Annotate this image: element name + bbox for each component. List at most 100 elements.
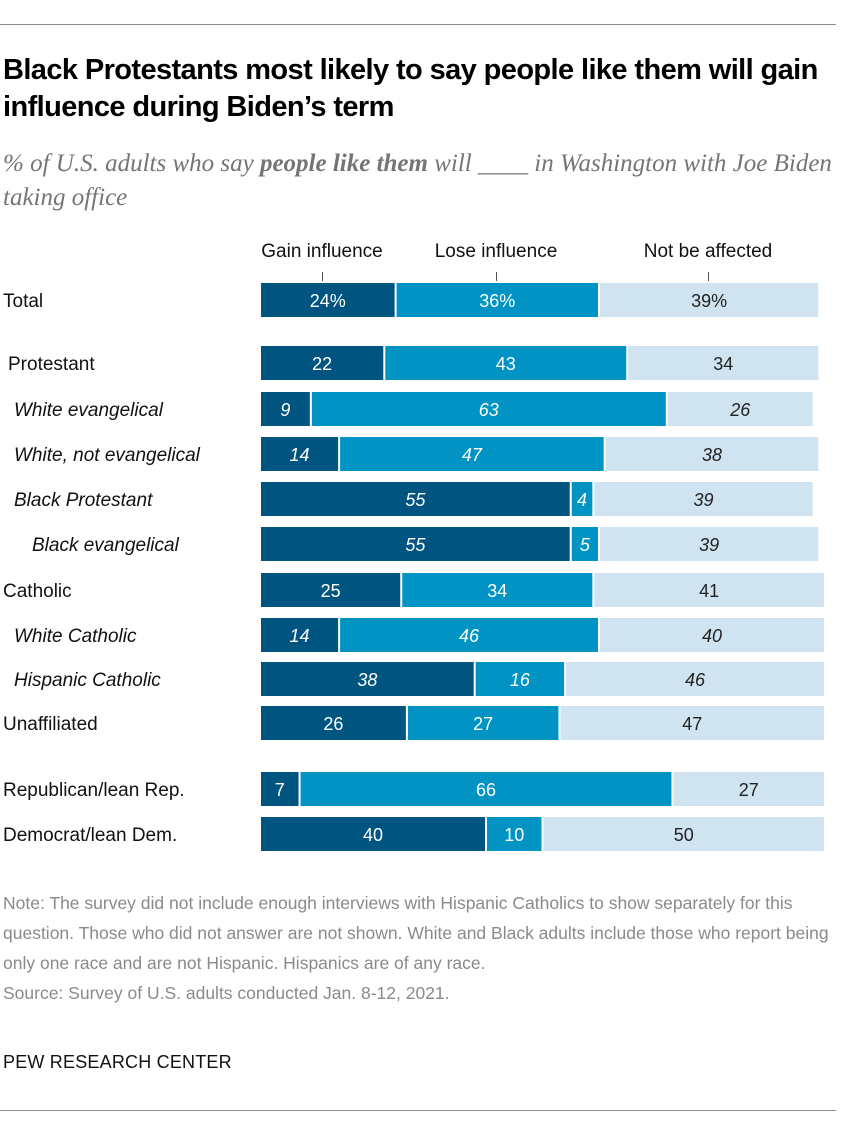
bar-segment-gain <box>261 392 310 426</box>
bar-row: Black Protestant 55 4 39 <box>14 482 813 516</box>
data-label-gain: 25 <box>321 581 341 601</box>
bar-segment-unaffected <box>566 662 824 696</box>
bar-row: Catholic 25 34 41 <box>3 573 824 607</box>
data-label-unaffected: 40 <box>702 626 722 646</box>
bar-row: White, not evangelical 14 47 38 <box>14 437 819 471</box>
data-label-lose: 16 <box>510 670 531 690</box>
legend-tick-unaffected <box>708 272 709 281</box>
bar-segment-lose <box>571 482 593 516</box>
data-label-gain: 26 <box>323 714 343 734</box>
bar-segment-gain <box>261 573 401 607</box>
legend-not-be-affected: Not be affected <box>643 241 773 262</box>
bar-row: Republican/lean Rep. 7 66 27 <box>3 772 824 806</box>
row-label: White evangelical <box>14 400 164 421</box>
subtitle-suffix: will ____ in Washington with Joe Biden t… <box>3 150 832 211</box>
data-label-unaffected: 41 <box>699 581 719 601</box>
top-rule <box>0 24 836 25</box>
row-label: Total <box>3 291 43 312</box>
row-label: Republican/lean Rep. <box>3 780 185 801</box>
bar-segment-lose <box>311 392 666 426</box>
row-label: Protestant <box>8 354 95 375</box>
bar-row: Democrat/lean Dem. 40 10 50 <box>3 817 824 851</box>
row-label: Catholic <box>3 581 72 602</box>
row-label: Unaffiliated <box>3 714 98 735</box>
row-label: Black Protestant <box>14 490 153 511</box>
data-label-lose: 66 <box>476 780 496 800</box>
bar-segment-gain <box>261 482 570 516</box>
footnotes: Note: The survey did not include enough … <box>3 888 839 1008</box>
chart-title: Black Protestants most likely to say peo… <box>3 54 818 123</box>
bar-segment-gain <box>261 283 395 317</box>
data-label-lose: 47 <box>462 445 483 465</box>
legend-tick-lose <box>496 272 497 281</box>
data-label-gain: 14 <box>290 626 310 646</box>
data-label-gain: 7 <box>275 780 285 800</box>
bar-segment-unaffected <box>628 346 819 380</box>
bar-segment-gain <box>261 706 406 740</box>
bar-segment-gain <box>261 772 299 806</box>
bar-segment-unaffected <box>673 772 824 806</box>
bar-segment-unaffected <box>600 283 819 317</box>
data-label-gain: 22 <box>312 354 332 374</box>
bar-row: Hispanic Catholic 38 16 46 <box>14 662 824 696</box>
data-label-unaffected: 46 <box>685 670 706 690</box>
brand-logo-text: PEW RESEARCH CENTER <box>3 1052 232 1072</box>
data-label-lose: 36% <box>479 291 515 311</box>
bar-segment-lose <box>385 346 627 380</box>
chart-subtitle: % of U.S. adults who say people like the… <box>3 147 833 215</box>
note-text: Note: The survey did not include enough … <box>3 893 829 973</box>
data-label-lose: 27 <box>473 714 493 734</box>
bar-segment-lose <box>487 817 542 851</box>
bar-segment-unaffected <box>605 437 819 471</box>
data-label-unaffected: 27 <box>739 780 759 800</box>
bar-segment-gain <box>261 346 384 380</box>
bar-segment-unaffected <box>594 482 813 516</box>
stacked-bar-chart: Total 24% 36% 39% Protestant 22 43 34 White evan… <box>3 283 824 851</box>
bar-segment-unaffected <box>600 618 824 652</box>
data-label-gain: 38 <box>357 670 377 690</box>
bar-row: White evangelical 9 63 26 <box>14 392 813 426</box>
bar-row: Total 24% 36% 39% <box>3 283 819 317</box>
data-label-lose: 10 <box>504 825 524 845</box>
bar-segment-gain <box>261 618 339 652</box>
bar-segment-unaffected <box>600 527 819 561</box>
data-label-unaffected: 34 <box>713 354 733 374</box>
data-label-gain: 24% <box>310 291 346 311</box>
bar-row: White Catholic 14 46 40 <box>14 618 824 652</box>
data-label-gain: 14 <box>290 445 310 465</box>
legend-tick-gain <box>322 272 323 281</box>
bar-segment-unaffected <box>560 706 824 740</box>
bar-segment-lose <box>396 283 598 317</box>
data-label-gain: 55 <box>405 535 426 555</box>
bar-segment-gain <box>261 527 570 561</box>
bar-row: Protestant 22 43 34 <box>8 346 819 380</box>
bar-segment-unaffected <box>543 817 824 851</box>
data-label-unaffected: 39 <box>699 535 719 555</box>
bar-row: Black evangelical 55 5 39 <box>32 527 819 561</box>
legend-gain-influence: Gain influence <box>261 241 383 262</box>
row-label: Democrat/lean Dem. <box>3 825 177 846</box>
bottom-rule <box>0 1110 836 1111</box>
row-label: White, not evangelical <box>14 445 201 466</box>
bar-segment-gain <box>261 817 485 851</box>
data-label-gain: 40 <box>363 825 383 845</box>
subtitle-prefix: % of U.S. adults who say <box>3 150 260 177</box>
bar-segment-lose <box>571 527 598 561</box>
data-label-gain: 9 <box>280 400 290 420</box>
data-label-lose: 4 <box>577 490 587 510</box>
bar-segment-lose <box>402 573 593 607</box>
data-label-lose: 5 <box>580 535 591 555</box>
data-label-unaffected: 50 <box>674 825 694 845</box>
data-label-unaffected: 26 <box>729 400 751 420</box>
data-label-gain: 55 <box>405 490 426 510</box>
subtitle-emphasis: people like them <box>259 150 428 177</box>
data-label-lose: 63 <box>479 400 499 420</box>
bar-segment-lose <box>340 437 604 471</box>
row-label: Hispanic Catholic <box>14 670 161 691</box>
bar-segment-unaffected <box>594 573 824 607</box>
bar-row: Unaffiliated 26 27 47 <box>3 706 824 740</box>
bar-segment-lose <box>300 772 672 806</box>
row-label: Black evangelical <box>32 535 180 556</box>
bar-segment-unaffected <box>667 392 813 426</box>
data-label-lose: 34 <box>487 581 507 601</box>
